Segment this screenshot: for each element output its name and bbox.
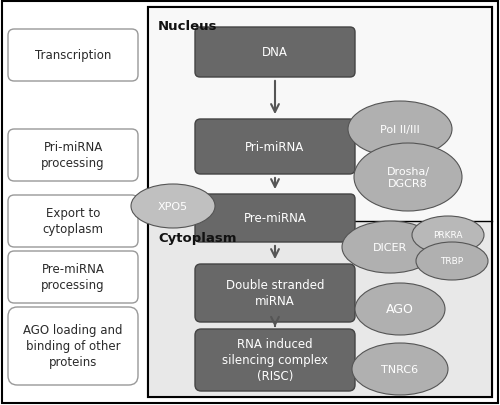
Ellipse shape	[355, 284, 445, 335]
FancyBboxPatch shape	[195, 28, 355, 78]
Text: XPO5: XPO5	[158, 202, 188, 211]
Text: DNA: DNA	[262, 47, 288, 60]
FancyBboxPatch shape	[195, 264, 355, 322]
FancyBboxPatch shape	[148, 222, 492, 397]
FancyBboxPatch shape	[195, 120, 355, 175]
Text: Pol II/III: Pol II/III	[380, 125, 420, 135]
Text: AGO: AGO	[386, 303, 414, 316]
FancyBboxPatch shape	[195, 194, 355, 243]
Text: Double stranded
miRNA: Double stranded miRNA	[226, 279, 324, 308]
FancyBboxPatch shape	[148, 8, 492, 397]
FancyBboxPatch shape	[8, 196, 138, 247]
FancyBboxPatch shape	[8, 130, 138, 181]
Text: Export to
cytoplasm: Export to cytoplasm	[42, 207, 104, 236]
FancyBboxPatch shape	[8, 30, 138, 82]
Text: TNRC6: TNRC6	[382, 364, 418, 374]
Text: Pre-miRNA: Pre-miRNA	[244, 212, 306, 225]
Ellipse shape	[354, 144, 462, 211]
FancyBboxPatch shape	[8, 252, 138, 303]
Text: Pri-miRNA
processing: Pri-miRNA processing	[41, 141, 105, 170]
Ellipse shape	[348, 102, 452, 158]
Text: Drosha/
DGCR8: Drosha/ DGCR8	[386, 167, 430, 188]
Ellipse shape	[131, 185, 215, 228]
Ellipse shape	[342, 222, 438, 273]
Text: Pre-miRNA
processing: Pre-miRNA processing	[41, 263, 105, 292]
Text: Pri-miRNA: Pri-miRNA	[246, 141, 304, 153]
Text: Transcription: Transcription	[35, 49, 111, 62]
Text: AGO loading and
binding of other
proteins: AGO loading and binding of other protein…	[24, 324, 123, 369]
Text: TRBP: TRBP	[440, 257, 464, 266]
Ellipse shape	[412, 216, 484, 254]
Text: DICER: DICER	[373, 243, 407, 252]
Ellipse shape	[352, 343, 448, 395]
Text: PRKRA: PRKRA	[433, 231, 462, 240]
Text: Cytoplasm: Cytoplasm	[158, 231, 236, 244]
Ellipse shape	[416, 243, 488, 280]
Text: RNA induced
silencing complex
(RISC): RNA induced silencing complex (RISC)	[222, 338, 328, 383]
FancyBboxPatch shape	[195, 329, 355, 391]
FancyBboxPatch shape	[148, 8, 492, 222]
Text: Nucleus: Nucleus	[158, 20, 218, 33]
FancyBboxPatch shape	[8, 307, 138, 385]
